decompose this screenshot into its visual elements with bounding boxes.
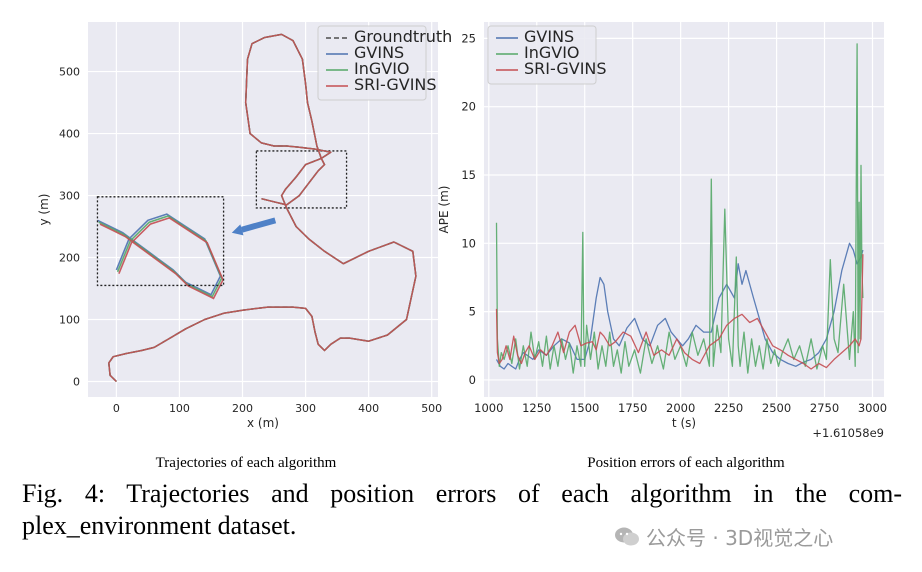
y-tick-label: 15	[461, 168, 476, 182]
zoom-arrow	[240, 217, 277, 233]
x-tick-label: 2000	[666, 401, 695, 415]
x-offset-label: +1.61058e9	[812, 426, 884, 440]
series-line-gvins	[495, 242, 864, 370]
x-tick-label: 1500	[570, 401, 599, 415]
x-tick-label: 300	[295, 402, 316, 415]
y-tick-label: 100	[59, 314, 80, 327]
legend-label: Groundtruth	[354, 27, 452, 46]
legend-label: GVINS	[524, 27, 574, 46]
y-tick-label: 300	[59, 190, 80, 203]
wechat-icon	[615, 527, 639, 545]
x-tick-label: 1000	[474, 401, 503, 415]
trajectory-plot: 0 100 200 300 400 500 0 100 200 300 400 500 x (m) y (…	[37, 22, 452, 430]
legend-label: GVINS	[354, 43, 404, 62]
ape-plot: 1000 1250 1500 1750 2000 2250 2500 2750 3000 0 5 10…	[437, 22, 887, 440]
y-tick-label: 10	[461, 236, 476, 250]
legend-label: SRI-GVINS	[354, 75, 437, 94]
watermark: 公众号 · 3D视觉之心	[614, 522, 833, 551]
zoom-box	[96, 196, 225, 287]
figure-caption-line-1: Fig. 4: Trajectories and position errors…	[22, 479, 902, 508]
x-axis-label: t (s)	[672, 416, 696, 430]
series-line-sri-gvins	[108, 33, 417, 383]
x-axis-label: x (m)	[247, 416, 279, 430]
zoom-box	[255, 150, 348, 209]
inset-trajectory-line	[99, 217, 224, 300]
x-tick-label: 2250	[714, 401, 743, 415]
y-tick-label: 5	[469, 305, 476, 319]
y-tick-label: 200	[59, 252, 80, 265]
legend-box	[317, 25, 427, 101]
x-tick-label: 100	[169, 402, 190, 415]
legend-label: InGVIO	[524, 43, 580, 62]
series-line-sri-gvins	[495, 254, 864, 370]
x-tick-label: 3000	[858, 401, 887, 415]
watermark-text: 公众号 · 3D视觉之心	[646, 526, 834, 550]
y-tick-label: 0	[469, 373, 476, 387]
y-tick-label: 500	[59, 66, 80, 79]
left-subcaption: Trajectories of each algorithm	[156, 455, 337, 471]
x-tick-label: 2500	[762, 401, 791, 415]
x-tick-label: 1750	[618, 401, 647, 415]
y-tick-label: 400	[59, 128, 80, 141]
series-group	[495, 43, 864, 374]
figure-caption-line-2: plex_environment dataset.	[22, 511, 297, 540]
series-group	[96, 33, 417, 383]
x-tick-label: 0	[113, 402, 120, 415]
y-tick-label: 0	[73, 376, 80, 389]
y-axis-label: APE (m)	[437, 186, 451, 234]
figure-caption: Fig. 4: Trajectories and position errors…	[22, 478, 902, 542]
y-tick-label: 20	[461, 100, 476, 114]
zoom-arrow-head	[231, 224, 244, 236]
legend-label: InGVIO	[354, 59, 410, 78]
x-tick-label: 400	[358, 402, 379, 415]
y-tick-label: 25	[461, 31, 476, 45]
legend-label: SRI-GVINS	[524, 59, 607, 78]
y-axis-label: y (m)	[37, 194, 51, 226]
x-tick-label: 1250	[522, 401, 551, 415]
x-tick-label: 2750	[810, 401, 839, 415]
right-subcaption: Position errors of each algorithm	[587, 455, 785, 471]
x-tick-label: 500	[421, 402, 442, 415]
x-tick-label: 200	[232, 402, 253, 415]
